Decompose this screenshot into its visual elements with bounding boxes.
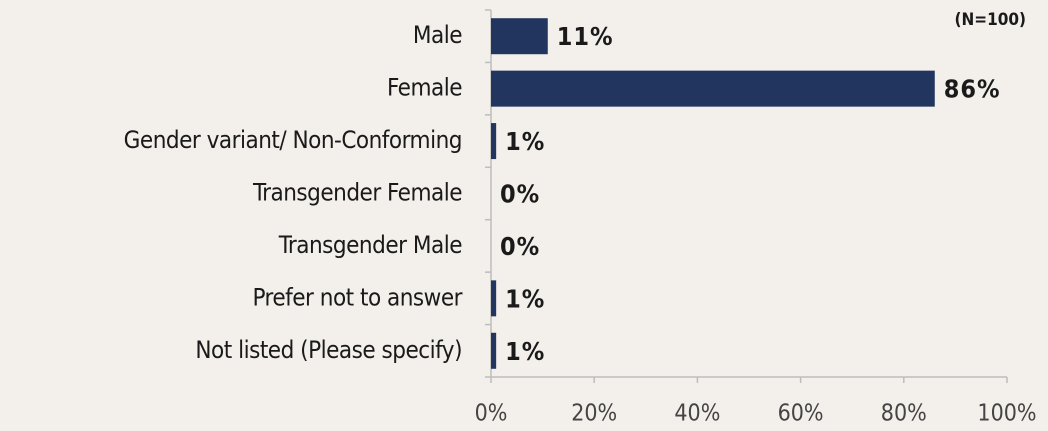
value-label: 86%: [944, 75, 1001, 104]
annotation: (N=100): [954, 10, 1026, 30]
value-label: 1%: [505, 127, 545, 156]
category-label: Male: [413, 21, 462, 49]
value-label: 11%: [557, 22, 614, 51]
category-label: Transgender Male: [278, 231, 462, 259]
category-label: Prefer not to answer: [252, 283, 462, 311]
category-label: Not listed (Please specify): [195, 336, 462, 364]
category-label: Female: [387, 74, 462, 102]
x-tick-label: 80%: [881, 401, 927, 427]
value-label: 0%: [500, 232, 540, 261]
bar: [491, 332, 497, 369]
value-label: 0%: [500, 180, 540, 209]
bar: [491, 123, 497, 160]
x-tick-label: 60%: [778, 401, 824, 427]
category-label: Gender variant/ Non-Conforming: [124, 126, 462, 154]
category-label: Transgender Female: [252, 179, 462, 207]
x-tick-label: 20%: [571, 401, 617, 427]
value-label: 1%: [505, 284, 545, 313]
bar: [491, 70, 935, 107]
x-tick-label: 40%: [674, 401, 720, 427]
x-tick-label: 100%: [977, 401, 1036, 427]
bar: [491, 280, 497, 317]
x-tick-label: 0%: [475, 401, 508, 427]
bar: [491, 18, 548, 55]
value-label: 1%: [505, 337, 545, 366]
